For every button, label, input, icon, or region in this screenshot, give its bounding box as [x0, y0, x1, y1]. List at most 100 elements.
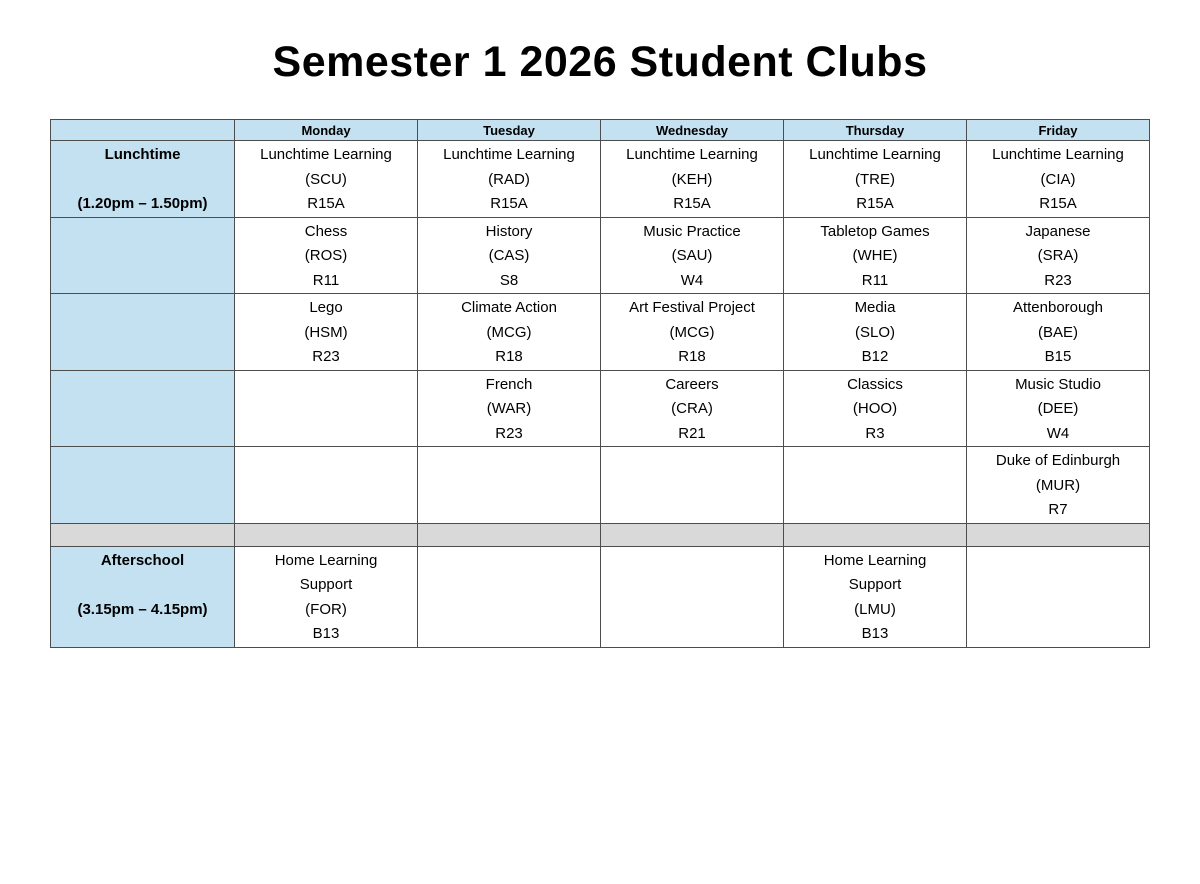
club-room: R23: [495, 424, 523, 442]
club-club: Attenborough: [1012, 299, 1104, 316]
slot-label: Lunchtime: [104, 146, 181, 163]
club-cell: Lego (HSM) R23: [234, 293, 418, 371]
club-club: Music Practice: [643, 222, 741, 240]
afterschool-row-1: Afterschool (3.15pm – 4.15pm) Home Learn…: [50, 545, 1150, 648]
empty-club-cell: [783, 446, 967, 524]
club-cell: Lunchtime Learning (RAD) R15A: [417, 140, 601, 218]
club-staff: (CRA): [671, 400, 713, 417]
club-club: Lunchtime Learning: [443, 146, 575, 163]
empty-club-cell: [600, 446, 784, 524]
club-staff: (HOO): [852, 400, 898, 417]
empty-club-cell: [417, 545, 601, 648]
club-club: Japanese: [1025, 222, 1091, 240]
slot-label-gap: [52, 573, 234, 598]
club-staff: (ROS): [304, 247, 348, 264]
club-club: Home Learning Support: [274, 551, 378, 594]
club-staff: (TRE): [855, 170, 895, 188]
slot-time: (3.15pm – 4.15pm): [77, 600, 208, 618]
club-club: Classics: [847, 375, 903, 393]
slot-label-gap: [52, 168, 234, 193]
club-staff: (DEE): [1037, 400, 1079, 417]
club-cell: Careers (CRA) R21: [600, 369, 784, 447]
club-club: Chess: [304, 222, 348, 240]
club-club: Lunchtime Learning: [260, 146, 392, 163]
club-cell: Lunchtime Learning (TRE) R15A: [783, 140, 967, 218]
club-club: French: [485, 375, 533, 393]
club-staff: (RAD): [488, 170, 530, 188]
club-room: R15A: [1039, 195, 1077, 212]
club-staff: (FOR): [305, 600, 347, 618]
club-room: R23: [1044, 271, 1072, 289]
club-cell: Tabletop Games (WHE) R11: [783, 216, 967, 294]
separator-cell: [50, 522, 235, 547]
club-room: W4: [680, 271, 704, 289]
club-room: R11: [312, 271, 340, 289]
club-cell: Art Festival Project (MCG) R18: [600, 293, 784, 371]
day-header-row: Monday Tuesday Wednesday Thursday Friday: [50, 119, 1150, 141]
separator-cell: [234, 522, 418, 547]
club-cell: Lunchtime Learning (KEH) R15A: [600, 140, 784, 218]
club-room: W4: [1046, 424, 1070, 442]
club-room: R18: [678, 348, 706, 365]
club-staff: (WHE): [852, 247, 898, 264]
club-cell: Lunchtime Learning (SCU) R15A: [234, 140, 418, 218]
club-cell: Media (SLO) B12: [783, 293, 967, 371]
corner-cell: [50, 119, 235, 141]
club-staff: (MCG): [486, 323, 532, 341]
lunchtime-label-cell: Lunchtime (1.20pm – 1.50pm): [50, 140, 235, 218]
lunchtime-row-4: French (WAR) R23 Careers (CRA) R21 Classics (HO…: [50, 369, 1150, 447]
club-club: Lunchtime Learning: [626, 146, 758, 163]
club-room: R21: [678, 424, 706, 442]
empty-club-cell: [234, 446, 418, 524]
club-staff: (SLO): [854, 323, 895, 341]
lunchtime-label-spacer-cell: [50, 293, 235, 371]
separator-cell: [783, 522, 967, 547]
club-room: R23: [312, 348, 340, 365]
club-cell: Music Practice (SAU) W4: [600, 216, 784, 294]
club-club: Lunchtime Learning: [992, 146, 1124, 163]
lunchtime-label-spacer-cell: [50, 216, 235, 294]
club-room: S8: [499, 271, 519, 289]
clubs-timetable: Monday Tuesday Wednesday Thursday Friday…: [50, 119, 1150, 648]
club-club: History: [485, 222, 533, 240]
club-room: B13: [861, 625, 889, 642]
separator-cell: [966, 522, 1150, 547]
club-cell: Music Studio (DEE) W4: [966, 369, 1150, 447]
separator-cell: [417, 522, 601, 547]
club-room: R3: [865, 424, 885, 442]
club-staff: (SAU): [671, 247, 713, 264]
club-room: B15: [1044, 348, 1072, 365]
club-club: Lunchtime Learning: [809, 146, 941, 163]
club-staff: (BAE): [1037, 323, 1078, 341]
lunchtime-row-2: Chess (ROS) R11 History (CAS) S8 Music Practic…: [50, 216, 1150, 294]
club-staff: (CAS): [488, 247, 530, 264]
page-title: Semester 1 2026 Student Clubs: [272, 38, 928, 86]
club-club: Climate Action: [461, 299, 557, 316]
empty-club-cell: [417, 446, 601, 524]
separator-row: [50, 522, 1150, 547]
day-header-thursday: Thursday: [783, 119, 967, 141]
club-club: Media: [854, 299, 896, 316]
club-club: Home Learning Support: [823, 551, 927, 594]
club-cell: Classics (HOO) R3: [783, 369, 967, 447]
club-cell: Japanese (SRA) R23: [966, 216, 1150, 294]
club-staff: (MCG): [669, 323, 715, 341]
club-room: R15A: [673, 195, 711, 212]
club-room: R7: [1048, 501, 1068, 518]
club-cell: Climate Action (MCG) R18: [417, 293, 601, 371]
empty-club-cell: [234, 369, 418, 447]
club-room: R15A: [490, 195, 528, 212]
club-staff: (SCU): [305, 170, 347, 188]
club-staff: (CIA): [1040, 170, 1076, 188]
club-room: R11: [861, 271, 889, 289]
lunchtime-row-5: Duke of Edinburgh (MUR) R7: [50, 446, 1150, 524]
club-staff: (MUR): [1035, 476, 1081, 494]
club-room: B12: [861, 348, 889, 365]
club-cell: Lunchtime Learning (CIA) R15A: [966, 140, 1150, 218]
club-room: R15A: [856, 195, 894, 212]
club-room: R18: [495, 348, 523, 365]
club-cell: Home Learning Support (FOR) B13: [234, 545, 418, 648]
day-header-wednesday: Wednesday: [600, 119, 784, 141]
club-staff: (KEH): [671, 170, 713, 188]
club-club: Lego: [309, 299, 343, 316]
